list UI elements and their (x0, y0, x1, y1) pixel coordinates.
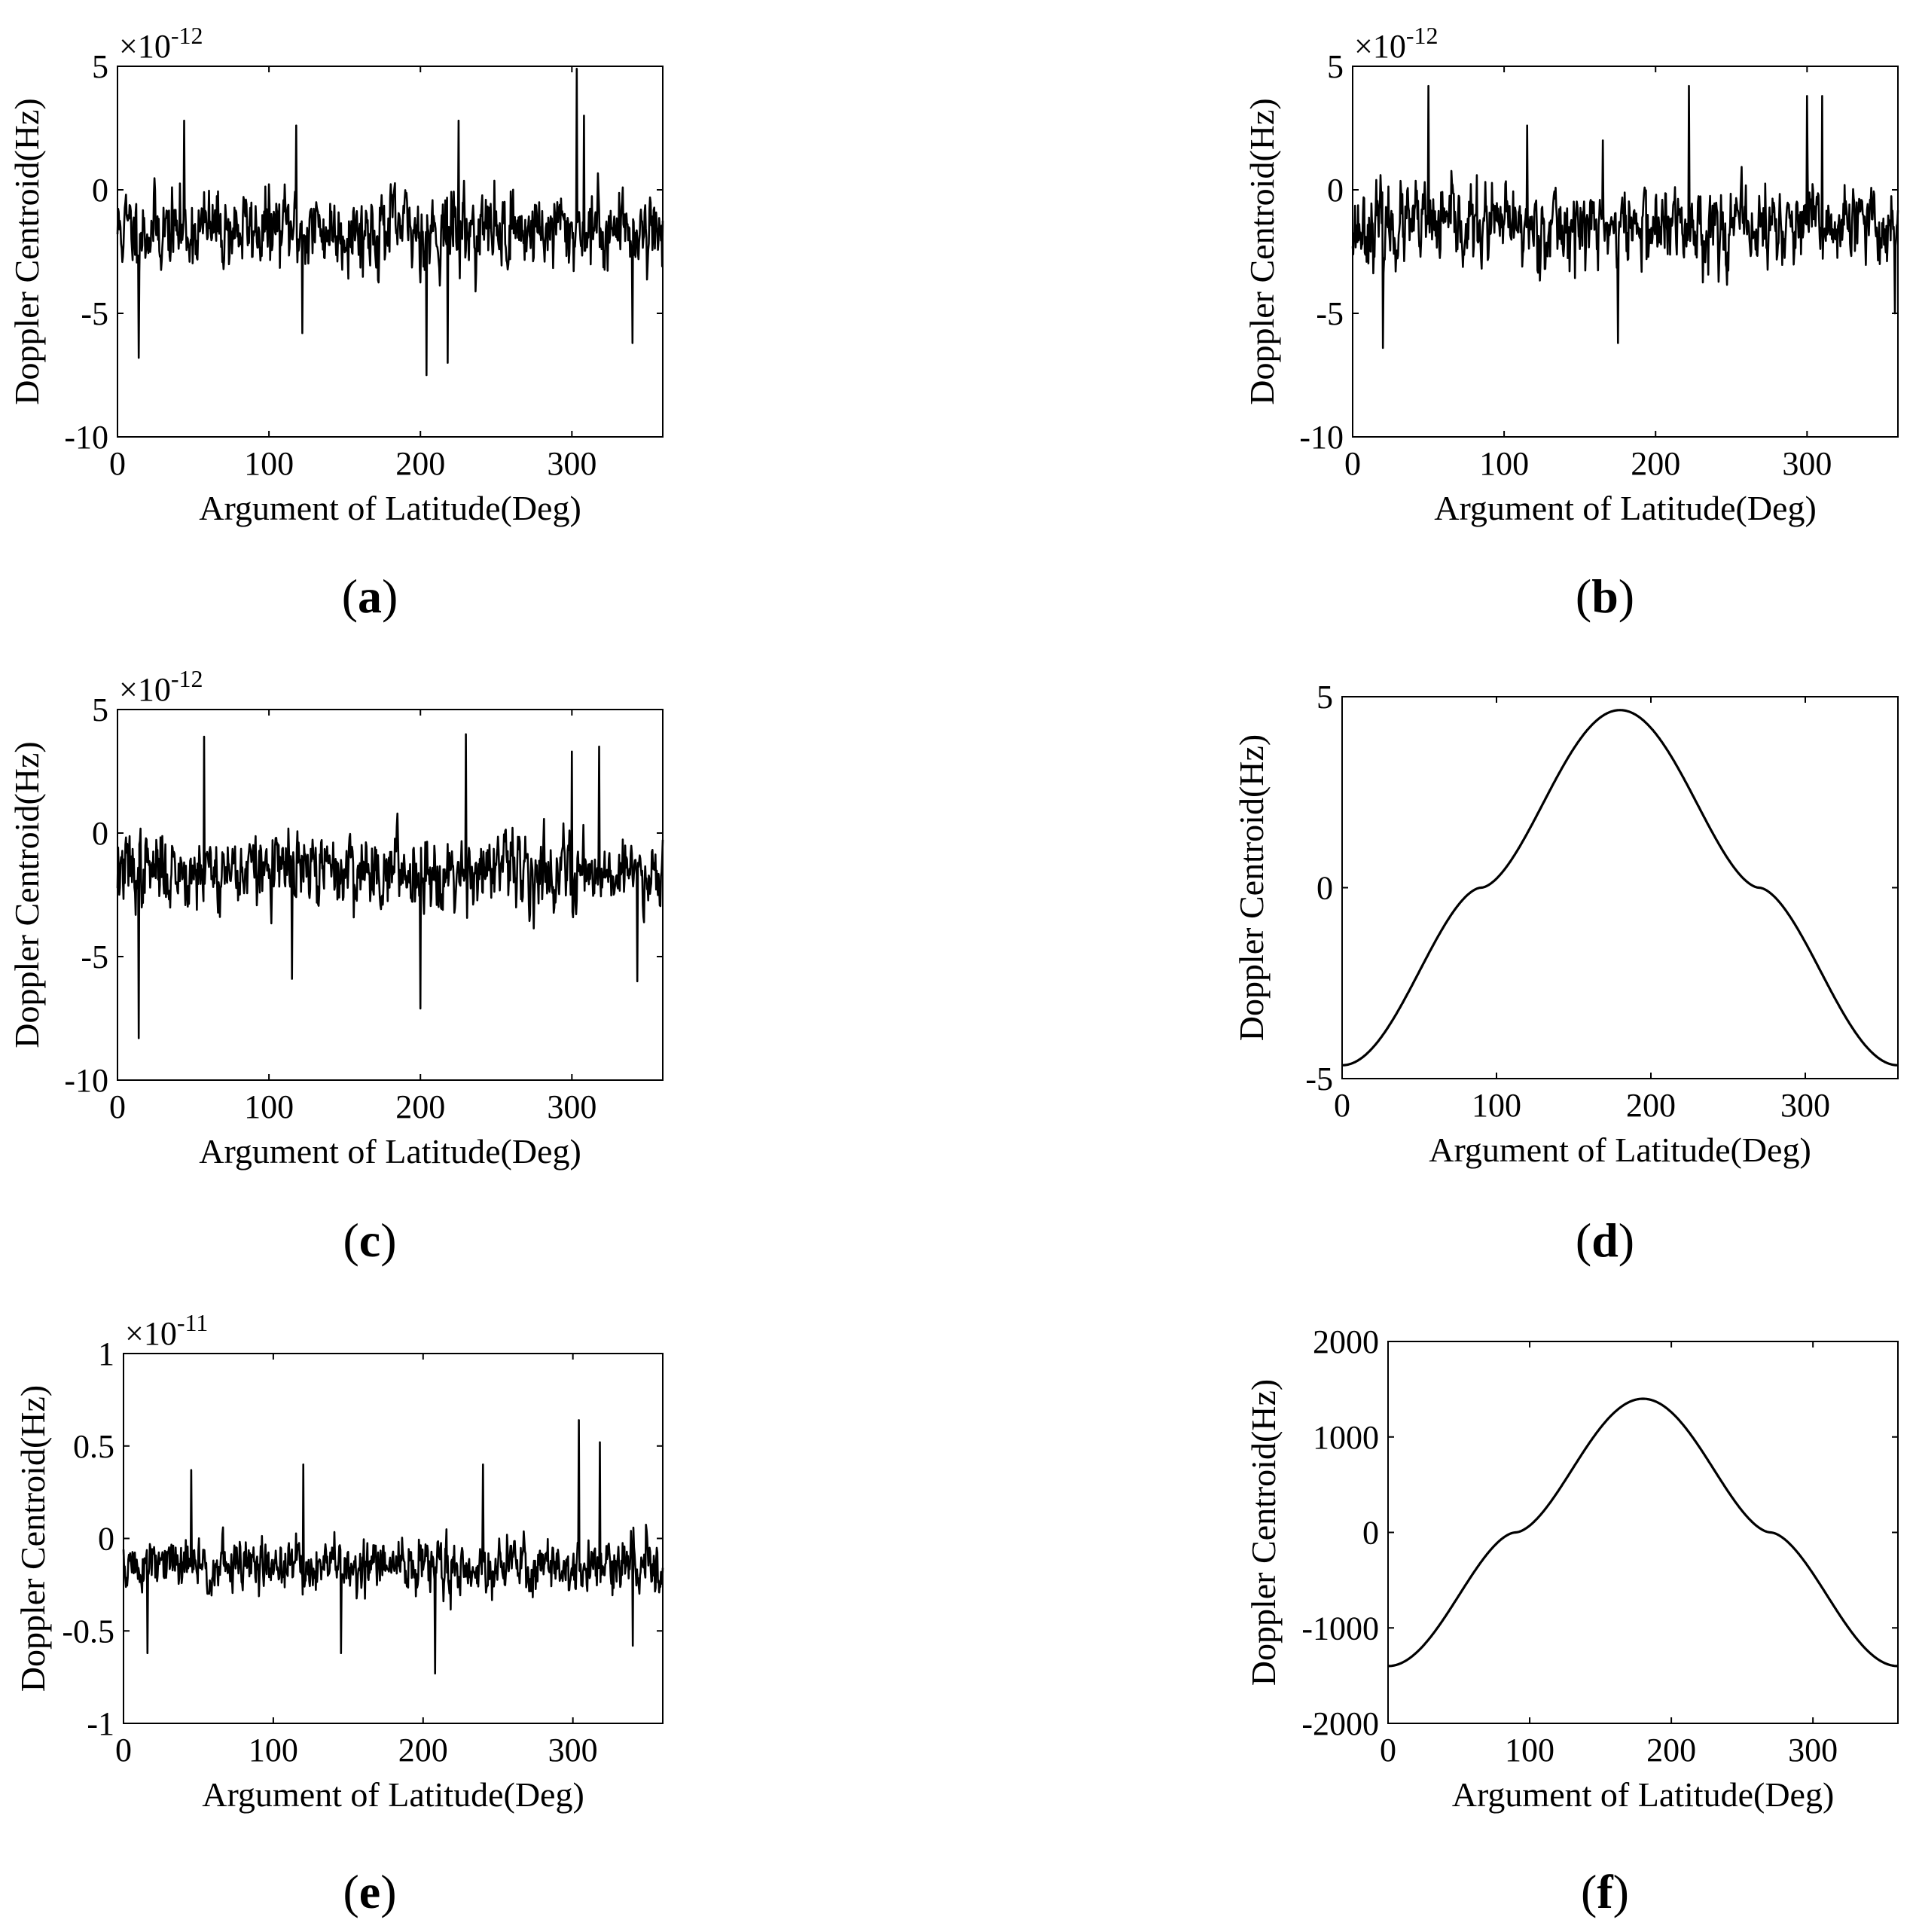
x-tick-label-e: 300 (548, 1732, 598, 1769)
y-tick-label-a: -10 (64, 419, 108, 456)
panel-label-a: (a) (341, 569, 398, 623)
y-tick-label-f: 0 (1362, 1515, 1379, 1552)
y-axis-label-f: Doppler Centroid(Hz) (1244, 1379, 1283, 1686)
y-tick-label-f: 1000 (1313, 1419, 1379, 1456)
y-tick-label-c: -5 (81, 939, 108, 975)
x-axis-label-b: Argument of Latitude(Deg) (1434, 489, 1817, 527)
y-tick-label-e: 0.5 (73, 1428, 114, 1465)
panel-label-f: (f) (1581, 1865, 1629, 1918)
x-tick-label-f: 300 (1788, 1732, 1838, 1769)
y-tick-label-c: 5 (92, 691, 108, 728)
chart-a: 0 100 200 300 -10 -5 0 5 Argument of Latitude(De… (8, 22, 664, 527)
y-tick-label-e: 0 (98, 1521, 114, 1558)
chart-b: 0 100 200 300 -10 -5 0 5 Argument of Latitude(De… (1243, 22, 1899, 527)
y-tick-label-d: 5 (1316, 679, 1333, 716)
x-tick-label-e: 200 (398, 1732, 448, 1769)
x-tick-label-b: 200 (1631, 445, 1680, 482)
panel-label-b: (b) (1575, 569, 1635, 623)
y-tick-label-d: 0 (1316, 870, 1333, 907)
x-axis-label-a: Argument of Latitude(Deg) (199, 489, 581, 527)
x-tick-label-b: 100 (1479, 445, 1529, 482)
series-line-c-0 (116, 733, 664, 1039)
series-line-d-0 (1341, 709, 1899, 1067)
chart-c: 0 100 200 300 -10 -5 0 5 Argument of Latitude(De… (8, 665, 664, 1170)
chart-e: 0 100 200 300 -1 -0.5 0 0.5 1 Argument of Latitud… (14, 1309, 664, 1814)
panel-label-d: (d) (1575, 1213, 1635, 1267)
x-tick-label-a: 0 (109, 445, 126, 482)
series-line-e-0 (122, 1419, 664, 1674)
y-tick-label-b: -10 (1299, 419, 1344, 456)
series-line-a-0 (116, 68, 664, 377)
y-tick-label-e: -1 (87, 1705, 114, 1742)
exponent-label-c: ×10-12 (119, 665, 203, 708)
y-axis-label-c: Doppler Centroid(Hz) (8, 741, 46, 1048)
y-tick-label-d: -5 (1305, 1061, 1333, 1097)
y-tick-label-f: -2000 (1301, 1705, 1379, 1742)
y-tick-label-f: -1000 (1301, 1610, 1379, 1647)
x-tick-label-a: 200 (395, 445, 445, 482)
x-tick-label-f: 0 (1380, 1732, 1396, 1769)
series-line-f-0 (1387, 1397, 1899, 1668)
axes-box-c (117, 709, 664, 1081)
x-tick-label-e: 100 (249, 1732, 298, 1769)
y-axis-label-b: Doppler Centroid(Hz) (1243, 98, 1281, 405)
y-tick-label-e: -0.5 (62, 1613, 114, 1650)
axes-box-e (123, 1353, 664, 1724)
x-tick-label-d: 200 (1626, 1087, 1676, 1124)
y-axis-label-e: Doppler Centroid(Hz) (14, 1385, 52, 1692)
y-tick-label-a: -5 (81, 295, 108, 332)
x-tick-label-c: 200 (395, 1088, 445, 1125)
y-tick-label-b: -5 (1316, 295, 1344, 332)
exponent-label-b: ×10-12 (1354, 22, 1438, 65)
y-tick-label-e: 1 (98, 1335, 114, 1372)
series-line-b-0 (1351, 84, 1899, 349)
x-tick-label-e: 0 (115, 1732, 132, 1769)
x-tick-label-a: 300 (547, 445, 596, 482)
axes-box-b (1352, 66, 1899, 438)
x-tick-label-b: 0 (1344, 445, 1361, 482)
y-tick-label-b: 5 (1327, 48, 1344, 85)
x-tick-label-d: 0 (1334, 1087, 1350, 1124)
axes-box-d (1341, 696, 1899, 1079)
panel-label-c: (c) (343, 1213, 397, 1267)
exponent-label-a: ×10-12 (119, 22, 203, 65)
x-tick-label-f: 200 (1646, 1732, 1696, 1769)
y-tick-label-c: 0 (92, 815, 108, 852)
panel-label-e: (e) (343, 1865, 397, 1918)
x-tick-label-c: 0 (109, 1088, 126, 1125)
x-tick-label-b: 300 (1782, 445, 1832, 482)
y-tick-label-b: 0 (1327, 172, 1344, 209)
y-tick-label-a: 5 (92, 48, 108, 85)
x-axis-label-f: Argument of Latitude(Deg) (1452, 1775, 1835, 1814)
y-tick-label-c: -10 (64, 1062, 108, 1099)
x-axis-label-c: Argument of Latitude(Deg) (199, 1132, 581, 1170)
chart-f: 0 100 200 300 -2000 -1000 0 1000 2000 Argument of… (1244, 1323, 1899, 1814)
x-tick-label-d: 300 (1780, 1087, 1830, 1124)
y-axis-label-d: Doppler Centroid(Hz) (1232, 734, 1271, 1042)
x-tick-label-c: 100 (244, 1088, 294, 1125)
x-axis-label-e: Argument of Latitude(Deg) (202, 1775, 584, 1814)
x-tick-label-c: 300 (547, 1088, 596, 1125)
y-axis-label-a: Doppler Centroid(Hz) (8, 98, 46, 405)
y-tick-label-f: 2000 (1313, 1323, 1379, 1360)
x-axis-label-d: Argument of Latitude(Deg) (1429, 1131, 1811, 1169)
y-tick-label-a: 0 (92, 172, 108, 209)
x-tick-label-a: 100 (244, 445, 294, 482)
x-tick-label-d: 100 (1472, 1087, 1521, 1124)
x-tick-label-f: 100 (1505, 1732, 1554, 1769)
exponent-label-e: ×10-11 (125, 1309, 208, 1352)
axes-box-a (117, 66, 664, 438)
